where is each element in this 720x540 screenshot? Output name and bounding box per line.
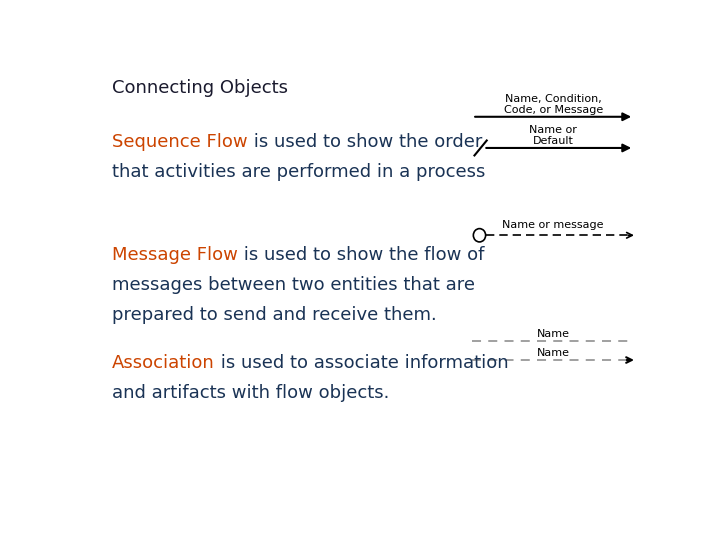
Text: prepared to send and receive them.: prepared to send and receive them. <box>112 306 437 323</box>
Text: Connecting Objects: Connecting Objects <box>112 79 288 97</box>
Text: Message Flow: Message Flow <box>112 246 238 264</box>
Text: Sequence Flow: Sequence Flow <box>112 133 248 151</box>
Text: Name or
Default: Name or Default <box>529 125 577 146</box>
Text: Name: Name <box>536 329 570 339</box>
Text: messages between two entities that are: messages between two entities that are <box>112 275 475 294</box>
Text: Association: Association <box>112 354 215 372</box>
Text: and artifacts with flow objects.: and artifacts with flow objects. <box>112 384 390 402</box>
Text: that activities are performed in a process: that activities are performed in a proce… <box>112 163 486 181</box>
Text: is used to show the flow of: is used to show the flow of <box>238 246 485 264</box>
Text: Name, Condition,
Code, or Message: Name, Condition, Code, or Message <box>503 93 603 115</box>
Text: is used to associate information: is used to associate information <box>215 354 509 372</box>
Text: is used to show the order: is used to show the order <box>248 133 482 151</box>
Text: Name or message: Name or message <box>503 220 604 230</box>
Text: Name: Name <box>536 348 570 358</box>
